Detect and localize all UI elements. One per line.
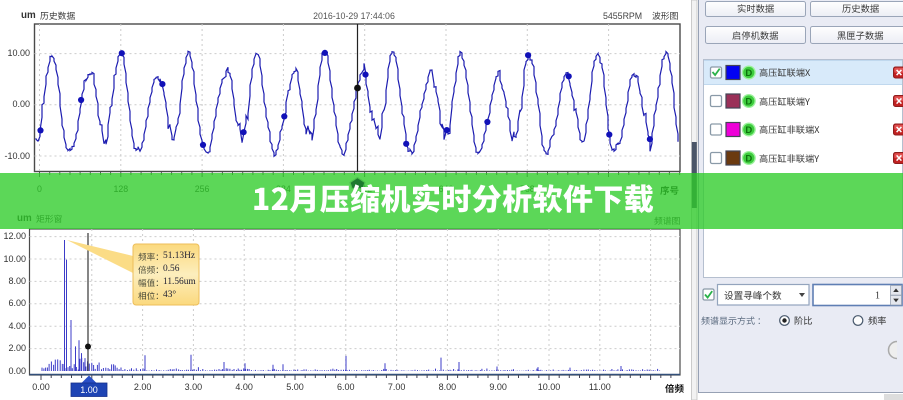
svg-text:1: 1: [875, 291, 880, 302]
svg-text:D: D: [745, 68, 752, 79]
svg-text:D: D: [745, 125, 752, 136]
svg-text:D: D: [745, 153, 752, 164]
svg-text:1.00: 1.00: [80, 385, 98, 395]
svg-text:D: D: [745, 96, 752, 107]
